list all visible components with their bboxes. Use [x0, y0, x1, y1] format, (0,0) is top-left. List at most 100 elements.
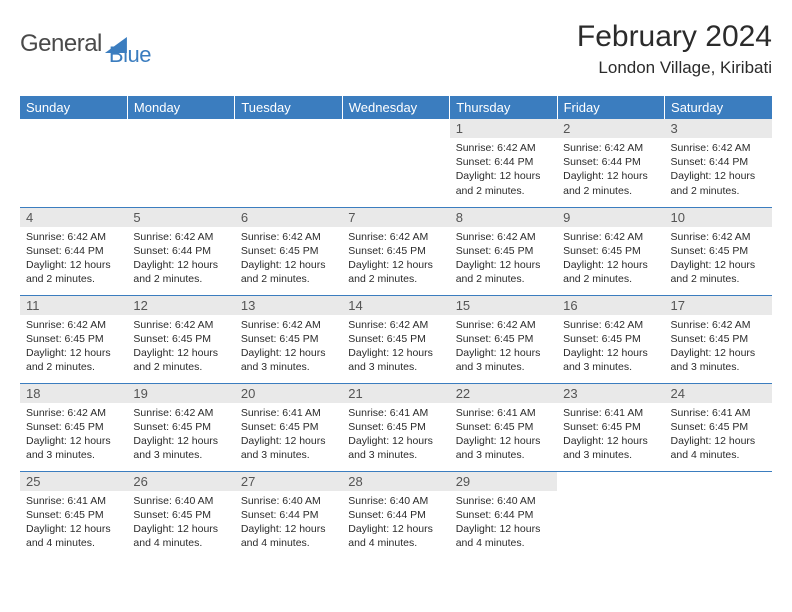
title-block: February 2024 London Village, Kiribati — [577, 20, 772, 78]
day-info: Sunrise: 6:41 AMSunset: 6:45 PMDaylight:… — [20, 491, 127, 555]
calendar-day-cell: 19Sunrise: 6:42 AMSunset: 6:45 PMDayligh… — [127, 383, 234, 471]
daylight-text: Daylight: 12 hours and 3 minutes. — [456, 346, 551, 374]
day-number: 25 — [20, 472, 127, 491]
day-number: 16 — [557, 296, 664, 315]
day-number: 2 — [557, 119, 664, 138]
day-number: 1 — [450, 119, 557, 138]
day-header: Monday — [127, 96, 234, 119]
sunset-text: Sunset: 6:45 PM — [671, 420, 766, 434]
daylight-text: Daylight: 12 hours and 3 minutes. — [348, 434, 443, 462]
day-number: 10 — [665, 208, 772, 227]
sunrise-text: Sunrise: 6:42 AM — [348, 318, 443, 332]
calendar-day-cell: 3Sunrise: 6:42 AMSunset: 6:44 PMDaylight… — [665, 119, 772, 207]
day-number: 6 — [235, 208, 342, 227]
calendar-day-cell: 9Sunrise: 6:42 AMSunset: 6:45 PMDaylight… — [557, 207, 664, 295]
sunset-text: Sunset: 6:44 PM — [348, 508, 443, 522]
daylight-text: Daylight: 12 hours and 2 minutes. — [26, 258, 121, 286]
day-info: Sunrise: 6:42 AMSunset: 6:45 PMDaylight:… — [235, 227, 342, 291]
daylight-text: Daylight: 12 hours and 4 minutes. — [348, 522, 443, 550]
daylight-text: Daylight: 12 hours and 2 minutes. — [671, 258, 766, 286]
sunset-text: Sunset: 6:45 PM — [563, 332, 658, 346]
sunrise-text: Sunrise: 6:42 AM — [133, 406, 228, 420]
sunset-text: Sunset: 6:44 PM — [133, 244, 228, 258]
daylight-text: Daylight: 12 hours and 3 minutes. — [563, 346, 658, 374]
calendar-day-cell: 2Sunrise: 6:42 AMSunset: 6:44 PMDaylight… — [557, 119, 664, 207]
daylight-text: Daylight: 12 hours and 3 minutes. — [241, 346, 336, 374]
sunrise-text: Sunrise: 6:42 AM — [26, 230, 121, 244]
calendar-day-cell: 25Sunrise: 6:41 AMSunset: 6:45 PMDayligh… — [20, 471, 127, 559]
calendar-day-cell: 7Sunrise: 6:42 AMSunset: 6:45 PMDaylight… — [342, 207, 449, 295]
sunrise-text: Sunrise: 6:42 AM — [456, 230, 551, 244]
day-info: Sunrise: 6:42 AMSunset: 6:45 PMDaylight:… — [20, 315, 127, 379]
day-info: Sunrise: 6:41 AMSunset: 6:45 PMDaylight:… — [665, 403, 772, 467]
day-number: 27 — [235, 472, 342, 491]
day-info: Sunrise: 6:40 AMSunset: 6:44 PMDaylight:… — [235, 491, 342, 555]
calendar-day-cell: 18Sunrise: 6:42 AMSunset: 6:45 PMDayligh… — [20, 383, 127, 471]
sunset-text: Sunset: 6:45 PM — [348, 244, 443, 258]
calendar-week-row: 4Sunrise: 6:42 AMSunset: 6:44 PMDaylight… — [20, 207, 772, 295]
day-header: Tuesday — [235, 96, 342, 119]
day-info: Sunrise: 6:42 AMSunset: 6:44 PMDaylight:… — [127, 227, 234, 291]
day-info: Sunrise: 6:42 AMSunset: 6:45 PMDaylight:… — [665, 315, 772, 379]
calendar-day-cell: 21Sunrise: 6:41 AMSunset: 6:45 PMDayligh… — [342, 383, 449, 471]
daylight-text: Daylight: 12 hours and 2 minutes. — [26, 346, 121, 374]
day-info: Sunrise: 6:42 AMSunset: 6:44 PMDaylight:… — [665, 138, 772, 202]
sunrise-text: Sunrise: 6:42 AM — [456, 318, 551, 332]
calendar-day-cell: 11Sunrise: 6:42 AMSunset: 6:45 PMDayligh… — [20, 295, 127, 383]
brand-logo: General Blue — [20, 20, 151, 68]
sunrise-text: Sunrise: 6:42 AM — [133, 318, 228, 332]
sunrise-text: Sunrise: 6:40 AM — [348, 494, 443, 508]
day-info: Sunrise: 6:42 AMSunset: 6:44 PMDaylight:… — [557, 138, 664, 202]
page-header: General Blue February 2024 London Villag… — [20, 20, 772, 78]
calendar-body: ........1Sunrise: 6:42 AMSunset: 6:44 PM… — [20, 119, 772, 559]
sunrise-text: Sunrise: 6:40 AM — [241, 494, 336, 508]
calendar-day-cell: .. — [342, 119, 449, 207]
calendar-day-cell: 20 Sunrise: 6:41 AMSunset: 6:45 PMDayligh… — [235, 383, 342, 471]
sunrise-text: Sunrise: 6:42 AM — [671, 230, 766, 244]
sunset-text: Sunset: 6:45 PM — [26, 420, 121, 434]
calendar-day-cell: 24Sunrise: 6:41 AMSunset: 6:45 PMDayligh… — [665, 383, 772, 471]
sunset-text: Sunset: 6:45 PM — [133, 332, 228, 346]
calendar-day-cell: 16Sunrise: 6:42 AMSunset: 6:45 PMDayligh… — [557, 295, 664, 383]
sunset-text: Sunset: 6:45 PM — [563, 420, 658, 434]
calendar-day-cell: 5Sunrise: 6:42 AMSunset: 6:44 PMDaylight… — [127, 207, 234, 295]
sunset-text: Sunset: 6:45 PM — [348, 332, 443, 346]
day-header: Saturday — [665, 96, 772, 119]
day-number: 22 — [450, 384, 557, 403]
calendar-day-cell: 15Sunrise: 6:42 AMSunset: 6:45 PMDayligh… — [450, 295, 557, 383]
day-number: 14 — [342, 296, 449, 315]
day-number: 20 — [235, 384, 342, 403]
day-info: Sunrise: 6:42 AMSunset: 6:45 PMDaylight:… — [235, 315, 342, 379]
daylight-text: Daylight: 12 hours and 3 minutes. — [26, 434, 121, 462]
day-info: Sunrise: 6:42 AMSunset: 6:44 PMDaylight:… — [450, 138, 557, 202]
sunset-text: Sunset: 6:44 PM — [671, 155, 766, 169]
day-number: 4 — [20, 208, 127, 227]
calendar-week-row: 18Sunrise: 6:42 AMSunset: 6:45 PMDayligh… — [20, 383, 772, 471]
sunset-text: Sunset: 6:44 PM — [456, 155, 551, 169]
sunset-text: Sunset: 6:45 PM — [26, 508, 121, 522]
daylight-text: Daylight: 12 hours and 3 minutes. — [241, 434, 336, 462]
sunset-text: Sunset: 6:45 PM — [671, 332, 766, 346]
daylight-text: Daylight: 12 hours and 2 minutes. — [456, 258, 551, 286]
sunrise-text: Sunrise: 6:42 AM — [241, 230, 336, 244]
sunrise-text: Sunrise: 6:42 AM — [241, 318, 336, 332]
sunrise-text: Sunrise: 6:42 AM — [671, 318, 766, 332]
sunrise-text: Sunrise: 6:41 AM — [241, 406, 336, 420]
sunrise-text: Sunrise: 6:42 AM — [456, 141, 551, 155]
day-info: Sunrise: 6:41 AMSunset: 6:45 PMDaylight:… — [342, 403, 449, 467]
day-info: Sunrise: 6:40 AMSunset: 6:44 PMDaylight:… — [342, 491, 449, 555]
calendar-week-row: 11Sunrise: 6:42 AMSunset: 6:45 PMDayligh… — [20, 295, 772, 383]
brand-word-1: General — [20, 30, 102, 58]
daylight-text: Daylight: 12 hours and 2 minutes. — [133, 346, 228, 374]
daylight-text: Daylight: 12 hours and 3 minutes. — [348, 346, 443, 374]
sunset-text: Sunset: 6:45 PM — [563, 244, 658, 258]
day-info: Sunrise: 6:40 AMSunset: 6:45 PMDaylight:… — [127, 491, 234, 555]
sunset-text: Sunset: 6:45 PM — [241, 420, 336, 434]
daylight-text: Daylight: 12 hours and 4 minutes. — [241, 522, 336, 550]
daylight-text: Daylight: 12 hours and 3 minutes. — [671, 346, 766, 374]
sunrise-text: Sunrise: 6:42 AM — [26, 406, 121, 420]
day-number: 17 — [665, 296, 772, 315]
calendar-day-cell: 14 Sunrise: 6:42 AMSunset: 6:45 PMDayligh… — [342, 295, 449, 383]
sunrise-text: Sunrise: 6:42 AM — [348, 230, 443, 244]
day-info: Sunrise: 6:42 AMSunset: 6:45 PMDaylight:… — [342, 227, 449, 291]
